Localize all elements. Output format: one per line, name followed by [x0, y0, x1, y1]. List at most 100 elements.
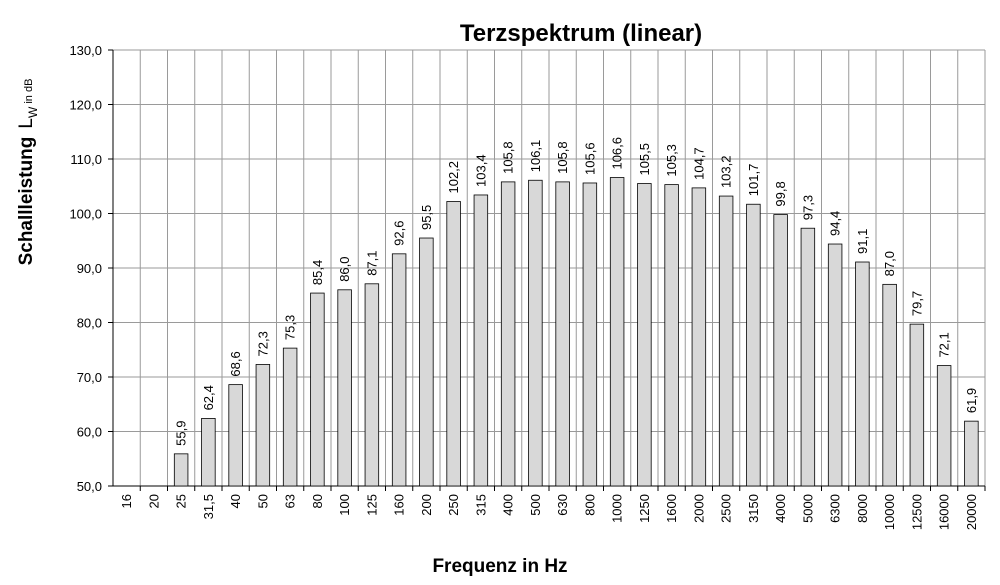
bar	[173, 453, 189, 487]
x-tick-labels: 16 20 25 31,5 40 50 63 80 100 125 160 200 250 315 400 5…	[119, 486, 986, 530]
y-axis-title: Schallleistung LW in dB	[16, 79, 40, 266]
x-tick-label: 16000	[937, 494, 952, 530]
x-tick-label: 8000	[855, 494, 870, 523]
y-axis-title-unit: in dB	[23, 79, 35, 107]
y-tick-label: 90,0	[77, 261, 102, 276]
bar-data-label: 105,8	[501, 141, 516, 174]
bar	[773, 214, 788, 487]
bar-data-label: 86,0	[337, 256, 352, 281]
y-axis-title-symbol: L	[16, 118, 37, 129]
bar-data-label: 106,6	[610, 137, 625, 170]
bar	[310, 292, 325, 487]
bar-data-label: 72,1	[937, 332, 952, 357]
bar	[364, 283, 380, 487]
x-tick-label: 5000	[800, 494, 815, 523]
grid-lines	[112, 49, 986, 487]
bar	[609, 177, 625, 487]
x-tick-label: 1250	[637, 494, 652, 523]
x-tick-label: 20	[146, 494, 161, 508]
x-tick-label: 315	[473, 494, 488, 516]
bar-data-label: 85,4	[310, 260, 325, 285]
x-tick-label: 1000	[610, 494, 625, 523]
bar	[855, 261, 870, 487]
bar-data-label: 72,3	[255, 331, 270, 356]
bar	[827, 243, 843, 487]
x-tick-label: 125	[364, 494, 379, 516]
bar-data-label: 97,3	[800, 195, 815, 220]
y-axis-title-main: Schallleistung	[16, 137, 37, 266]
bar-data-label: 104,7	[691, 147, 706, 180]
x-tick-label: 1600	[664, 494, 679, 523]
bar	[282, 347, 298, 487]
bar	[582, 182, 598, 487]
bar	[446, 201, 461, 487]
bar	[746, 203, 761, 487]
x-tick-label: 50	[255, 494, 270, 508]
bar-data-label: 99,8	[773, 181, 788, 206]
bar	[419, 237, 434, 487]
x-tick-label: 3150	[746, 494, 761, 523]
x-axis-title: Frequenz in Hz	[432, 556, 567, 577]
bar	[555, 181, 570, 487]
y-tick-label: 70,0	[77, 370, 102, 385]
bar-data-label: 102,2	[446, 161, 461, 194]
y-tick-label: 110,0	[70, 152, 102, 167]
bar-data-label: 106,1	[528, 140, 543, 173]
x-tick-label: 800	[582, 494, 597, 516]
bar	[255, 364, 271, 487]
bar	[337, 289, 352, 487]
bar-data-label: 101,7	[746, 164, 761, 197]
bar-data-label: 75,3	[283, 315, 298, 340]
bar	[718, 195, 734, 487]
bar-data-label: 55,9	[174, 421, 189, 446]
y-tick-label: 80,0	[77, 316, 102, 331]
bar	[201, 418, 216, 487]
bar-data-label: 105,5	[637, 143, 652, 176]
bar-data-label: 87,1	[364, 250, 379, 275]
bar-data-label: 105,6	[582, 142, 597, 175]
bar-data-label: 68,6	[228, 351, 243, 376]
x-tick-label: 20000	[964, 494, 979, 530]
x-tick-label: 40	[228, 494, 243, 508]
x-tick-label: 80	[310, 494, 325, 508]
x-tick-label: 25	[174, 494, 189, 508]
bar-data-label: 62,4	[201, 385, 216, 410]
x-tick-label: 31,5	[201, 494, 216, 519]
x-tick-label: 500	[528, 494, 543, 516]
x-tick-label: 630	[555, 494, 570, 516]
x-tick-label: 250	[446, 494, 461, 516]
bar	[800, 227, 816, 487]
x-tick-label: 2500	[719, 494, 734, 523]
bar	[664, 184, 679, 487]
bar-data-label: 105,3	[664, 144, 679, 177]
x-tick-label: 160	[392, 494, 407, 516]
bar-data-label: 92,6	[392, 221, 407, 246]
bars	[173, 177, 979, 487]
bar-data-label: 94,4	[828, 211, 843, 236]
bar	[500, 181, 516, 487]
bar-data-label: 95,5	[419, 205, 434, 230]
bar	[882, 283, 897, 487]
bar	[391, 253, 407, 487]
bar-data-label: 105,8	[555, 141, 570, 174]
y-tick-label: 130,0	[69, 43, 102, 58]
bar	[528, 179, 543, 487]
data-labels: 55,9 62,4 68,6 72,3 75,3 85,4 86,0 87,1 92,6 95,5…	[174, 137, 979, 446]
x-tick-label: 12500	[909, 494, 924, 530]
bar-data-label: 79,7	[909, 291, 924, 316]
x-tick-label: 2000	[691, 494, 706, 523]
bar-data-label: 91,1	[855, 229, 870, 254]
bar-data-label: 103,2	[719, 156, 734, 189]
y-tick-label: 100,0	[69, 207, 102, 222]
x-tick-label: 4000	[773, 494, 788, 523]
x-tick-label: 400	[501, 494, 516, 516]
bar	[936, 365, 952, 487]
y-tick-label: 120,0	[69, 98, 102, 113]
y-tick-label: 50,0	[77, 479, 102, 494]
x-tick-label: 200	[419, 494, 434, 516]
bar-data-label: 61,9	[964, 388, 979, 413]
bar	[473, 194, 489, 487]
bar-data-label: 87,0	[882, 251, 897, 276]
x-tick-label: 10000	[882, 494, 897, 530]
